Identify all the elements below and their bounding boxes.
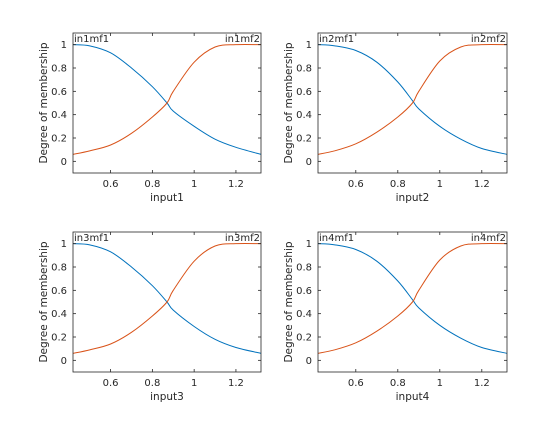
y-tick-label: 0.8 bbox=[51, 64, 67, 75]
x-tick-label: 1.2 bbox=[474, 378, 490, 389]
x-axis-label: input3 bbox=[150, 391, 184, 403]
y-tick-label: 1 bbox=[306, 239, 312, 250]
axes-box bbox=[72, 231, 262, 373]
y-axis-label: Degree of membership bbox=[283, 241, 295, 362]
x-tick-label: 1 bbox=[437, 378, 443, 389]
x-tick-label: 1.2 bbox=[228, 378, 244, 389]
y-tick-label: 0.6 bbox=[51, 286, 67, 297]
mf-label-left: in4mf1 bbox=[319, 233, 354, 244]
y-tick-label: 0.8 bbox=[296, 64, 312, 75]
subplot-4: 0.6 0.8 1 1.2 0 0.2 0.4 0.6 0.8 1 in4mf1 in4mf2 inpu… bbox=[283, 231, 508, 403]
y-axis-label: Degree of membership bbox=[38, 241, 50, 362]
y-tick-label: 0.6 bbox=[296, 87, 312, 98]
y-tick-label: 1 bbox=[306, 40, 312, 51]
y-axis-label: Degree of membership bbox=[38, 42, 50, 163]
x-tick-label: 0.6 bbox=[103, 179, 119, 190]
subplot-1: 0.6 0.8 1 1.2 0 0.2 0.4 0.6 0.8 1 in1mf1 in1mf2 inpu… bbox=[38, 32, 262, 204]
x-tick-label: 0.8 bbox=[144, 179, 160, 190]
y-tick-label: 0.8 bbox=[51, 263, 67, 274]
y-tick-label: 0.2 bbox=[51, 134, 67, 145]
mf-label-left: in3mf1 bbox=[74, 233, 109, 244]
y-tick-label: 0.4 bbox=[296, 309, 312, 320]
x-axis-label: input2 bbox=[396, 192, 430, 204]
y-tick-label: 0 bbox=[306, 157, 312, 168]
x-tick-label: 0.6 bbox=[103, 378, 119, 389]
mf-label-right: in1mf2 bbox=[225, 34, 260, 45]
x-tick-label: 1.2 bbox=[474, 179, 490, 190]
series-line-in4mf1 bbox=[318, 243, 507, 354]
x-tick-label: 0.8 bbox=[390, 179, 406, 190]
y-axis-label: Degree of membership bbox=[283, 42, 295, 163]
x-tick-label: 0.8 bbox=[390, 378, 406, 389]
x-tick-label: 0.8 bbox=[144, 378, 160, 389]
series-line-in4mf2 bbox=[318, 242, 507, 354]
y-tick-label: 0.8 bbox=[296, 263, 312, 274]
mf-label-right: in2mf2 bbox=[471, 34, 506, 45]
series-line-in1mf1 bbox=[73, 44, 261, 155]
y-tick-label: 1 bbox=[61, 40, 67, 51]
x-axis-label: input4 bbox=[396, 391, 430, 403]
y-tick-label: 0 bbox=[306, 356, 312, 367]
series-line-in3mf1 bbox=[73, 243, 261, 354]
axes-box bbox=[72, 32, 262, 174]
subplot-2: 0.6 0.8 1 1.2 0 0.2 0.4 0.6 0.8 1 in2mf1 in2mf2 inpu… bbox=[283, 32, 508, 204]
x-tick-label: 1 bbox=[437, 179, 443, 190]
mf-label-right: in4mf2 bbox=[471, 233, 506, 244]
x-tick-label: 1.2 bbox=[228, 179, 244, 190]
y-tick-label: 0.6 bbox=[51, 87, 67, 98]
series-line-in2mf2 bbox=[318, 43, 507, 155]
axes-box bbox=[317, 231, 508, 373]
axes-box bbox=[317, 32, 508, 174]
y-tick-label: 0 bbox=[61, 157, 67, 168]
series-line-in2mf1 bbox=[318, 44, 507, 155]
y-tick-label: 0.6 bbox=[296, 286, 312, 297]
y-tick-label: 0.2 bbox=[296, 333, 312, 344]
x-tick-label: 1 bbox=[191, 378, 197, 389]
x-axis-label: input1 bbox=[150, 192, 184, 204]
mf-label-left: in1mf1 bbox=[74, 34, 109, 45]
x-tick-label: 1 bbox=[191, 179, 197, 190]
y-tick-label: 0.4 bbox=[51, 309, 67, 320]
y-tick-label: 0.4 bbox=[296, 110, 312, 121]
x-tick-label: 0.6 bbox=[348, 378, 364, 389]
y-tick-label: 0 bbox=[61, 356, 67, 367]
y-tick-label: 0.2 bbox=[51, 333, 67, 344]
y-tick-label: 0.4 bbox=[51, 110, 67, 121]
x-tick-label: 0.6 bbox=[348, 179, 364, 190]
mf-label-left: in2mf1 bbox=[319, 34, 354, 45]
series-line-in3mf2 bbox=[73, 242, 261, 354]
subplot-3: 0.6 0.8 1 1.2 0 0.2 0.4 0.6 0.8 1 in3mf1 in3mf2 inpu… bbox=[38, 231, 262, 403]
series-line-in1mf2 bbox=[73, 43, 261, 155]
y-tick-label: 1 bbox=[61, 239, 67, 250]
mf-label-right: in3mf2 bbox=[225, 233, 260, 244]
y-tick-label: 0.2 bbox=[296, 134, 312, 145]
